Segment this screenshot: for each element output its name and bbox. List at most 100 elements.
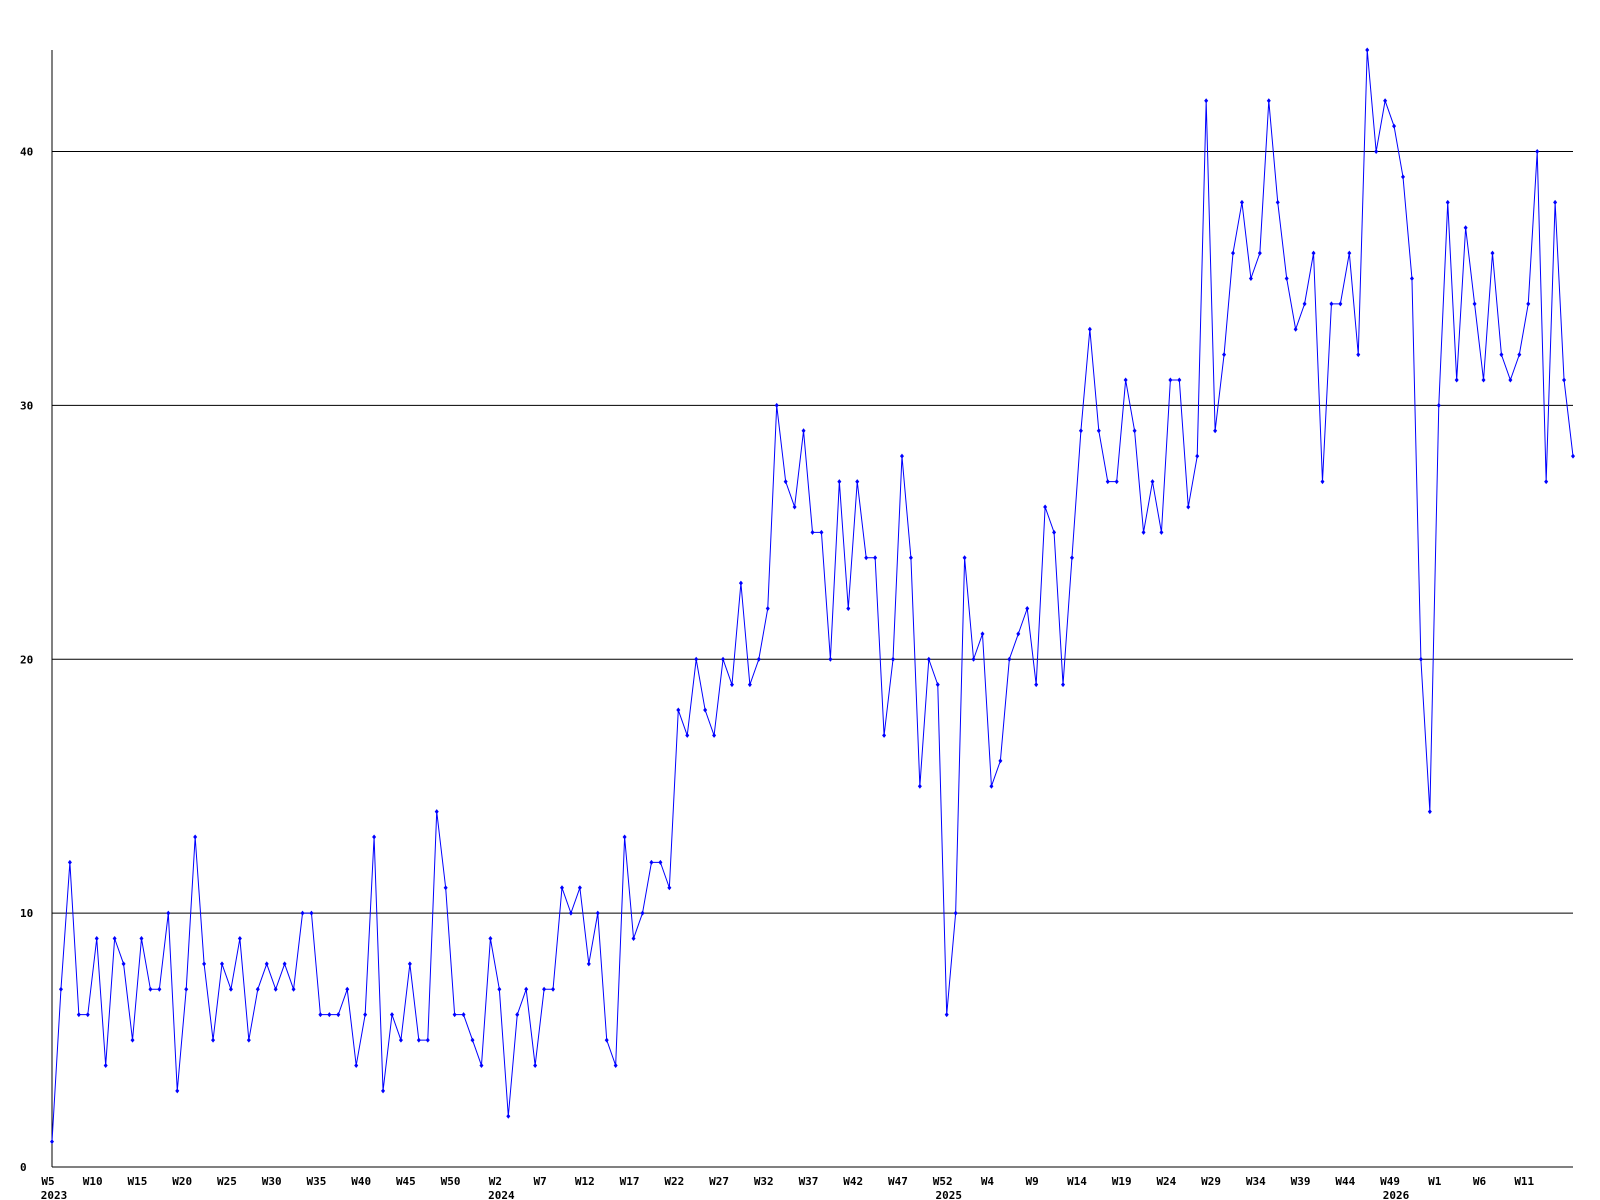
data-point: [345, 986, 350, 992]
x-tick-label: W49: [1380, 1175, 1400, 1188]
x-tick-label: W24: [1156, 1175, 1176, 1188]
data-point: [524, 986, 529, 992]
data-point: [801, 428, 806, 434]
data-point: [1481, 377, 1486, 383]
series-line: [51, 49, 1574, 1142]
data-point: [577, 885, 582, 891]
data-point: [962, 555, 967, 561]
data-point: [1320, 479, 1325, 485]
data-point: [1096, 428, 1101, 434]
data-point: [1204, 98, 1209, 104]
data-point: [1490, 250, 1495, 256]
data-point: [631, 936, 636, 942]
data-point: [935, 682, 940, 688]
data-point: [1114, 479, 1119, 485]
data-point: [721, 656, 726, 662]
data-point: [255, 986, 260, 992]
data-point: [586, 961, 591, 967]
x-tick-label: W44: [1335, 1175, 1355, 1188]
data-point: [139, 936, 144, 942]
data-point: [1562, 377, 1567, 383]
data-point: [998, 758, 1003, 764]
data-point: [291, 986, 296, 992]
data-point: [497, 986, 502, 992]
data-point: [1374, 149, 1379, 155]
data-point: [1007, 656, 1012, 662]
data-point: [551, 986, 556, 992]
data-point: [604, 1037, 609, 1043]
data-point: [309, 910, 314, 916]
data-point: [1401, 174, 1406, 180]
data-point: [1392, 123, 1397, 129]
data-point: [398, 1037, 403, 1043]
data-point: [327, 1012, 332, 1018]
data-point: [756, 656, 761, 662]
data-point: [1356, 352, 1361, 358]
data-point: [166, 910, 171, 916]
x-year-label: 2026: [1383, 1189, 1410, 1200]
data-point: [891, 656, 896, 662]
data-point: [434, 809, 439, 815]
data-point: [1365, 47, 1370, 53]
x-tick-label: W35: [306, 1175, 326, 1188]
data-point: [649, 859, 654, 865]
x-tick-label: W14: [1067, 1175, 1087, 1188]
data-point: [1418, 656, 1423, 662]
data-point: [1052, 529, 1057, 535]
data-point: [121, 961, 126, 967]
x-tick-label: W7: [533, 1175, 546, 1188]
data-point: [1168, 377, 1173, 383]
data-point: [765, 606, 770, 611]
data-point: [1454, 377, 1459, 383]
x-tick-label: W20: [172, 1175, 192, 1188]
x-tick-label: W40: [351, 1175, 371, 1188]
data-point: [1535, 149, 1540, 155]
data-point: [103, 1062, 108, 1068]
data-point: [148, 986, 153, 992]
data-point: [1338, 301, 1343, 307]
data-point: [94, 936, 99, 942]
data-point: [1123, 377, 1128, 383]
data-point: [202, 961, 207, 967]
data-point: [157, 986, 162, 992]
data-point: [783, 479, 788, 485]
data-point: [85, 1012, 90, 1018]
x-tick-label: W2: [489, 1175, 502, 1188]
data-point: [703, 707, 708, 713]
data-point: [1329, 301, 1334, 307]
x-tick-label: W29: [1201, 1175, 1221, 1188]
x-tick-label: W27: [709, 1175, 729, 1188]
data-point: [685, 732, 690, 738]
data-point: [282, 961, 287, 967]
data-point: [1105, 479, 1110, 485]
data-point: [1061, 682, 1066, 688]
data-point: [443, 885, 448, 891]
x-tick-label: W32: [754, 1175, 774, 1188]
data-point: [568, 910, 573, 916]
data-point: [175, 1088, 180, 1094]
data-point: [559, 885, 564, 891]
data-point: [372, 834, 377, 840]
data-point: [112, 936, 117, 942]
y-tick-label: 0: [20, 1161, 27, 1174]
x-tick-label: W30: [262, 1175, 282, 1188]
data-point: [1293, 326, 1298, 332]
x-tick-label: W4: [981, 1175, 995, 1188]
data-point: [363, 1012, 368, 1018]
x-year-label: 2024: [488, 1189, 515, 1200]
data-point: [1499, 352, 1504, 358]
data-point: [542, 986, 547, 992]
data-point: [712, 732, 717, 738]
x-year-label: 2025: [935, 1189, 962, 1200]
data-point: [1383, 98, 1388, 104]
data-point: [318, 1012, 323, 1018]
x-tick-label: W15: [128, 1175, 148, 1188]
data-point: [1078, 428, 1083, 434]
data-point: [917, 783, 922, 789]
data-point: [747, 682, 752, 688]
data-point: [908, 555, 913, 561]
x-tick-label: W25: [217, 1175, 237, 1188]
data-point: [193, 834, 198, 840]
data-point: [1069, 555, 1074, 561]
